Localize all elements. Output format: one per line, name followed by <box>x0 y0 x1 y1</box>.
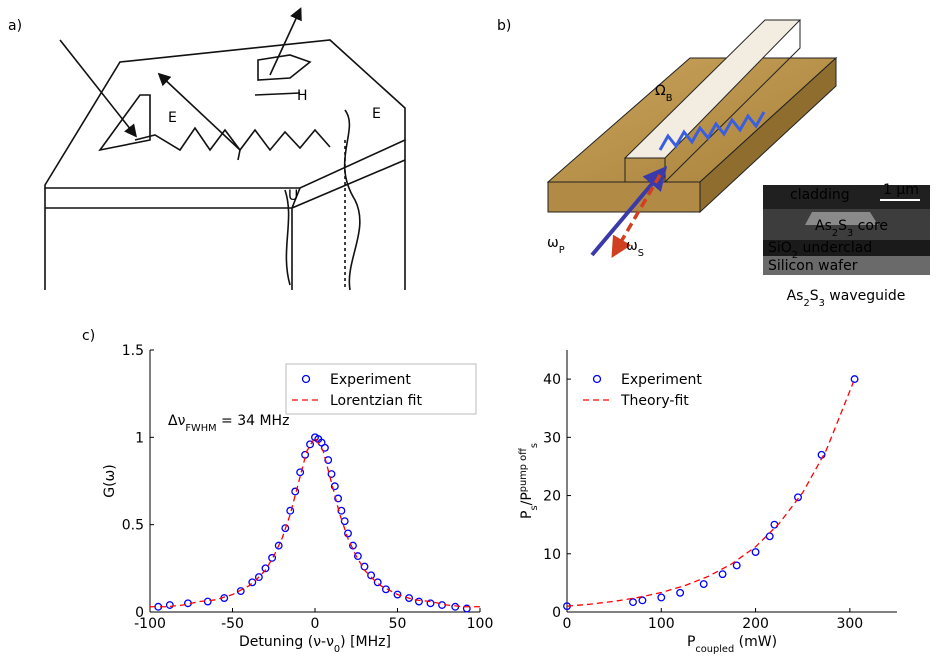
data-point <box>416 598 423 605</box>
legend-label: Experiment <box>330 372 411 388</box>
y-tick-label: 10 <box>543 547 561 563</box>
label-part: S <box>810 288 819 304</box>
label-part: Δν <box>168 413 186 429</box>
label-part: waveguide <box>825 288 906 304</box>
label-part: pump off <box>518 448 529 492</box>
data-point <box>292 488 299 495</box>
annotation: ΔνFWHM = 34 MHz <box>168 413 289 434</box>
field-label: H <box>297 88 308 104</box>
label-part: FWHM <box>185 423 216 434</box>
y-tick-label: 40 <box>543 372 561 388</box>
label-part: = 34 MHz <box>217 413 290 429</box>
inset-label: Silicon wafer <box>768 258 858 274</box>
fit-line <box>567 379 855 606</box>
data-point <box>167 602 174 609</box>
x-tick-label: -100 <box>134 616 166 632</box>
label-part: SiO <box>768 240 792 256</box>
label-part: P <box>687 634 695 650</box>
diagram-label: ωP <box>547 235 565 256</box>
label-part: Detuning (ν-ν <box>239 634 334 650</box>
y-tick-label: 30 <box>543 430 561 446</box>
data-point <box>630 599 637 606</box>
label-part: coupled <box>695 644 734 655</box>
y-axis-label: G(ω) <box>102 464 118 498</box>
x-tick-label: 100 <box>467 616 494 632</box>
y-tick-label: 1 <box>135 430 144 446</box>
fit-line <box>150 437 480 606</box>
data-point <box>818 452 825 459</box>
label-part: ω <box>626 238 638 254</box>
data-point <box>345 530 352 537</box>
panel-label: a) <box>8 18 22 34</box>
label-part: As <box>815 218 832 234</box>
label-part: S <box>838 218 847 234</box>
data-point <box>851 376 858 383</box>
label-part: s <box>529 443 540 448</box>
legend-marker <box>594 376 601 383</box>
diagram-label: ωS <box>626 238 644 259</box>
data-point <box>771 521 778 528</box>
label-part: G(ω) <box>102 464 118 498</box>
data-point <box>341 518 348 525</box>
field-label: E <box>168 110 177 126</box>
x-axis-label: Pcoupled (mW) <box>687 634 777 655</box>
x-tick-label: 100 <box>648 616 675 632</box>
label-part: Ω <box>655 83 666 99</box>
x-tick-label: -50 <box>221 616 244 632</box>
y-tick-label: 20 <box>543 489 561 505</box>
label-part: B <box>666 93 673 104</box>
inset-label: 1 µm <box>883 182 919 198</box>
data-point <box>700 581 707 588</box>
inset-label: cladding <box>790 187 850 203</box>
panel-b: b) ΩB ωP ωS cladding 1 µm As2S3 core SiO… <box>497 18 930 309</box>
y-axis-label: Ps/Ppump offs <box>518 443 540 519</box>
data-point <box>361 563 368 570</box>
y-tick-label: 0.5 <box>122 518 144 534</box>
data-point <box>658 594 665 601</box>
x-tick-label: 200 <box>742 616 769 632</box>
field-label: E <box>372 106 381 122</box>
x-tick-label: 0 <box>563 616 572 632</box>
label-part: (mW) <box>734 634 777 650</box>
x-tick-label: 0 <box>311 616 320 632</box>
x-axis-label: Detuning (ν-ν0) [MHz] <box>239 634 391 655</box>
data-point <box>639 597 646 604</box>
label-part: underclad <box>798 240 872 256</box>
panel-a: a) E H E U <box>8 10 405 290</box>
panel-label: c) <box>82 328 95 344</box>
data-point <box>677 589 684 596</box>
label-part: /P <box>519 492 535 505</box>
x-tick-label: 50 <box>389 616 407 632</box>
data-point <box>287 507 294 514</box>
legend-label: Experiment <box>621 372 702 388</box>
y-tick-label: 0 <box>552 605 561 621</box>
y-tick-label: 1.5 <box>122 343 144 359</box>
x-tick-label: 300 <box>836 616 863 632</box>
figure: a) E H E U b) ΩB ωP ωS claddi <box>0 0 945 664</box>
label-part: core <box>853 218 888 234</box>
inset-caption: As2S3 waveguide <box>787 288 906 309</box>
panel-label: b) <box>497 18 511 34</box>
data-point <box>752 549 759 556</box>
legend-label: Lorentzian fit <box>330 393 423 409</box>
data-point <box>733 562 740 569</box>
label-part: P <box>519 511 535 519</box>
label-part: ) [MHz] <box>340 634 391 650</box>
label-part: P <box>559 245 565 256</box>
label-part: S <box>638 248 644 259</box>
legend-label: Theory-fit <box>620 393 689 409</box>
data-point <box>719 571 726 578</box>
label-part: As <box>787 288 804 304</box>
field-label: U <box>288 188 298 204</box>
data-point <box>766 533 773 540</box>
label-part: ω <box>547 235 559 251</box>
